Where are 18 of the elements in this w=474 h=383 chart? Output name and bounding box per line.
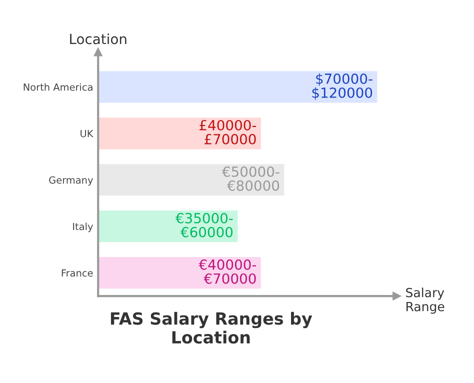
bar: [98, 118, 261, 150]
bar: [98, 164, 284, 196]
y-tick-label: France: [62, 269, 93, 277]
data-label: €40000- €70000: [198, 259, 256, 284]
data-label: £40000- £70000: [200, 120, 256, 144]
y-tick-label: Italy: [73, 222, 93, 232]
data-label: €35000- €60000: [175, 212, 233, 238]
bar: [98, 257, 261, 289]
y-axis-title: Location: [70, 33, 126, 44]
data-label: €50000- €80000: [222, 166, 280, 191]
y-tick-label: UK: [80, 130, 94, 138]
y-tick-label: Germany: [49, 176, 93, 186]
bar: [98, 71, 378, 103]
data-label: $70000- $120000: [312, 73, 372, 100]
x-axis-title: Salary Range: [406, 288, 444, 314]
bar: [98, 210, 238, 242]
text: FAS Salary Ranges by Location: [110, 312, 312, 344]
y-tick-label: North America: [24, 83, 92, 91]
